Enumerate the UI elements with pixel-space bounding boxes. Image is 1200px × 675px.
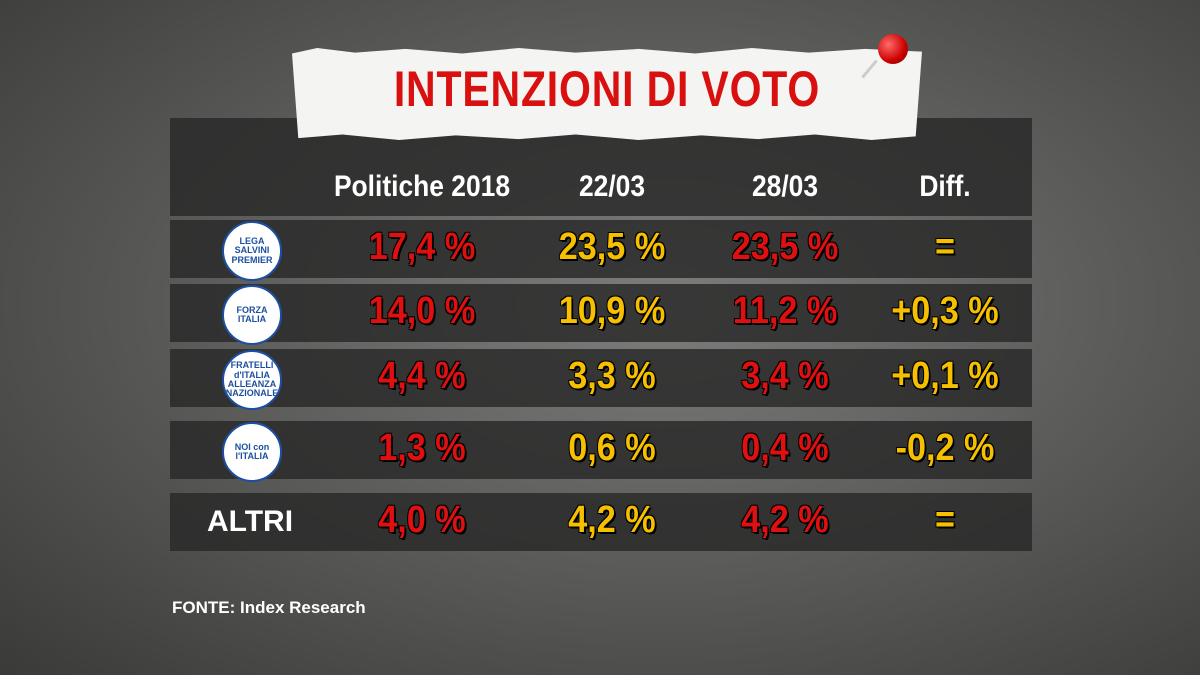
value-cell: 23,5 % (731, 226, 839, 268)
party-logo: LEGA SALVINI PREMIER (222, 221, 282, 281)
value-cell: -0,2 % (895, 427, 995, 469)
value-cell: 4,2 % (568, 499, 656, 541)
value-cell: = (935, 499, 955, 541)
value-cell: 3,4 % (741, 355, 829, 397)
value-cell: 10,9 % (558, 290, 666, 332)
value-cell: +0,1 % (891, 355, 999, 397)
value-cell: 4,0 % (378, 499, 466, 541)
value-cell: 1,3 % (378, 427, 466, 469)
logo-text: ITALIA (237, 314, 267, 324)
party-logo: FORZA ITALIA (222, 285, 282, 345)
logo-text: LEGA (239, 235, 265, 246)
row-band (170, 493, 1032, 551)
value-cell: 4,2 % (741, 499, 829, 541)
value-cell: = (935, 226, 955, 268)
row-band (170, 220, 1032, 278)
column-header: 22/03 (578, 170, 646, 203)
logo-text: l'ITALIA (235, 451, 269, 461)
value-cell: 14,0 % (368, 290, 476, 332)
value-cell: 3,3 % (568, 355, 656, 397)
logo-text: d'ITALIA (234, 369, 270, 380)
row-band (170, 349, 1032, 407)
column-header: 28/03 (751, 170, 819, 203)
logo-text: ALLEANZA NAZIONALE (225, 379, 279, 399)
value-cell: 4,4 % (378, 355, 466, 397)
logo-text: FRATELLI (230, 360, 274, 371)
row-band (170, 421, 1032, 479)
value-cell: 11,2 % (732, 290, 838, 332)
value-cell: 0,4 % (741, 427, 829, 469)
column-header: Diff. (919, 170, 971, 203)
title: INTENZIONI DI VOTO (393, 61, 821, 117)
value-cell: +0,3 % (891, 290, 999, 332)
value-cell: 23,5 % (558, 226, 666, 268)
source: FONTE: Index Research (172, 598, 366, 617)
value-cell: 17,4 % (368, 226, 476, 268)
paper-note (292, 48, 922, 140)
party-logo: NOI con l'ITALIA (222, 422, 282, 482)
party-logo: FRATELLI d'ITALIA ALLEANZA NAZIONALE (222, 350, 282, 410)
column-header: Politiche 2018 (333, 170, 511, 203)
value-cell: 0,6 % (568, 427, 656, 469)
logo-text: NOI con (234, 441, 270, 452)
row-band (170, 284, 1032, 342)
logo-text: SALVINI (234, 245, 270, 256)
pin (878, 34, 908, 64)
logo-text: PREMIER (231, 254, 273, 265)
logo-text: FORZA (236, 304, 268, 315)
row-label: ALTRI (206, 505, 294, 538)
